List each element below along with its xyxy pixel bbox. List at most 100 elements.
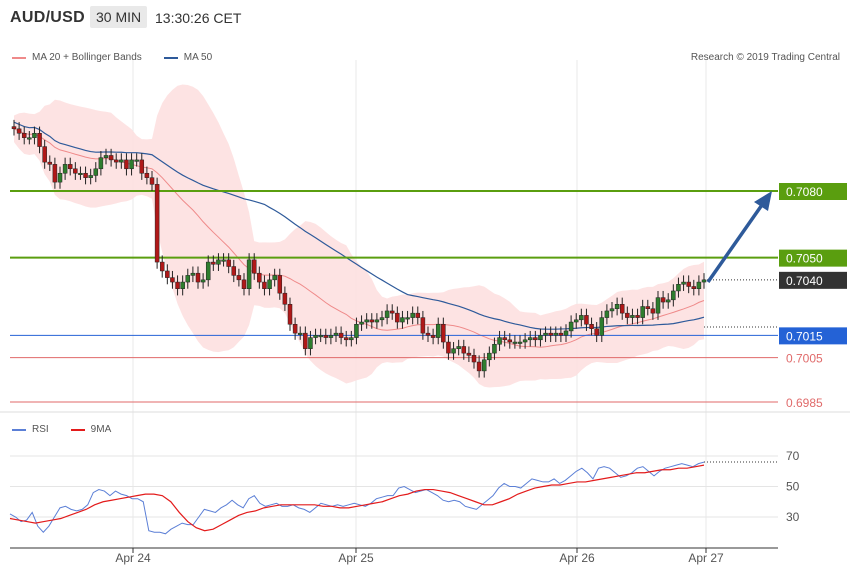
candle-body — [144, 172, 150, 178]
candle-body — [563, 330, 569, 336]
candle-body — [502, 337, 507, 341]
candle-body — [609, 308, 615, 312]
level-label-0.7050: 0.7050 — [786, 252, 823, 266]
rsi-level-label-30: 30 — [786, 510, 800, 524]
candle-body — [98, 157, 104, 170]
candle-body — [533, 337, 538, 341]
candle-body — [487, 352, 492, 361]
bollinger-band-area — [14, 84, 704, 388]
level-box-0.7015 — [779, 327, 847, 345]
candle-body — [435, 324, 441, 338]
credit-text: Research © 2019 Trading Central — [690, 52, 840, 63]
x-tick-label-Apr-27: Apr 27 — [688, 551, 724, 565]
candle-body — [333, 332, 339, 336]
candle-body — [282, 292, 288, 305]
candle-body — [619, 304, 625, 314]
candle-body — [292, 324, 298, 334]
candle-body — [37, 133, 42, 147]
clock-readout: 13:30:26 CET — [155, 10, 242, 26]
candle-body — [308, 337, 313, 349]
candle-body — [676, 284, 681, 292]
candle-body — [635, 315, 640, 318]
candle-body — [129, 159, 134, 170]
candle-body — [124, 159, 129, 170]
rsi-ma-legend-label: 9MA — [90, 424, 112, 435]
candle-body — [272, 275, 277, 281]
candle-body — [389, 310, 395, 314]
candle-body — [42, 146, 47, 163]
candle-body — [113, 159, 119, 163]
ma50-legend-swatch — [163, 56, 178, 59]
candle-body — [354, 324, 359, 338]
candle-body — [139, 159, 145, 174]
candle-body — [185, 275, 191, 283]
candle-body — [456, 346, 461, 349]
candle-body — [594, 328, 599, 336]
level-box-0.7040 — [779, 271, 847, 289]
candle-body — [32, 133, 37, 138]
x-tick-label-Apr-24: Apr 24 — [115, 551, 151, 565]
candle-body — [88, 175, 93, 178]
candle-body — [27, 137, 32, 140]
rsi-level-label-70: 70 — [786, 449, 800, 463]
candle-body — [384, 310, 390, 318]
candle-body — [318, 335, 323, 338]
symbol-title: AUD/USD — [10, 9, 85, 26]
candle-body — [236, 275, 242, 281]
candle-body — [103, 155, 109, 158]
candle-body — [47, 161, 53, 165]
candle-body — [625, 312, 630, 318]
candle-body — [364, 319, 369, 323]
candle-body — [446, 341, 451, 354]
candle-body — [701, 279, 707, 283]
bb-legend-label: MA 20 + Bollinger Bands — [32, 52, 142, 63]
candle-body — [93, 168, 99, 176]
candle-body — [599, 317, 605, 336]
candle-body — [538, 335, 543, 341]
candle-body — [62, 164, 68, 174]
candle-body — [73, 168, 78, 174]
candle-body — [665, 299, 671, 303]
candle-body — [251, 259, 257, 274]
candle-body — [246, 259, 252, 289]
candle-body — [558, 332, 564, 336]
candle-body — [83, 172, 88, 178]
candle-body — [359, 321, 364, 325]
candle-body — [343, 337, 349, 341]
candle-body — [568, 321, 574, 332]
chart-header: AUD/USD 30 MIN 13:30:26 CET — [0, 0, 850, 38]
timeframe-button[interactable]: 30 MIN — [90, 6, 148, 28]
candle-body — [379, 317, 385, 321]
candle-body — [696, 281, 702, 289]
candle-body — [11, 126, 17, 130]
level-label-0.7015: 0.7015 — [786, 329, 823, 343]
candle-body — [257, 272, 262, 283]
candle-body — [241, 279, 247, 289]
candle-body — [108, 155, 114, 161]
ma50-line — [13, 121, 705, 330]
candle-body — [660, 297, 666, 303]
candle-body — [226, 259, 231, 267]
candle-body — [170, 277, 175, 283]
rsi-legend-swatch — [12, 428, 26, 431]
candle-body — [180, 281, 185, 289]
candle-body — [420, 317, 426, 334]
candle-body — [614, 304, 620, 309]
candle-body — [67, 164, 73, 170]
rsi-legend: RSI 9MA — [12, 424, 111, 435]
level-label-0.7080: 0.7080 — [786, 185, 823, 199]
candle-body — [149, 177, 155, 185]
candle-body — [430, 335, 436, 338]
candle-body — [313, 335, 318, 338]
rsi-line — [9, 461, 705, 535]
candle-body — [471, 355, 477, 363]
candle-body — [52, 164, 58, 183]
candle-body — [415, 312, 421, 318]
candle-body — [410, 312, 415, 318]
candle-body — [216, 259, 221, 265]
candle-body — [16, 128, 22, 134]
candle-body — [548, 332, 553, 336]
candle-body — [211, 261, 216, 265]
candle-body — [190, 272, 196, 276]
